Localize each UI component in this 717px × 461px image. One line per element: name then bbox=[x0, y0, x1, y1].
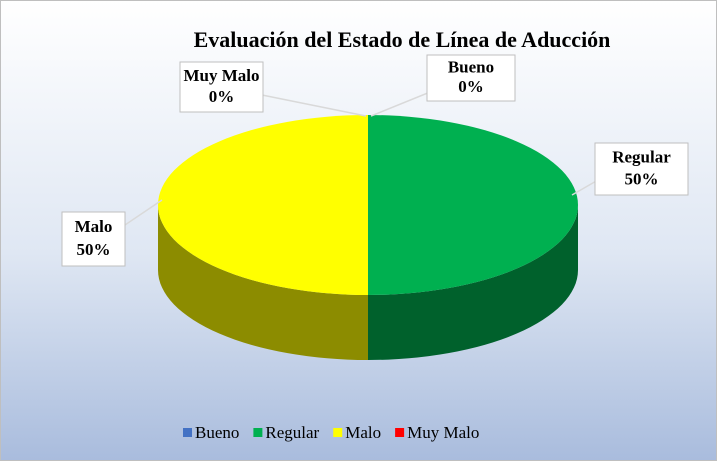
pie-slice-side bbox=[368, 205, 578, 360]
legend-label: Regular bbox=[265, 423, 319, 442]
pie-slice bbox=[368, 115, 578, 295]
data-label-value: 0% bbox=[458, 77, 484, 96]
leader-line bbox=[261, 94, 367, 117]
data-label-category: Bueno bbox=[448, 58, 494, 77]
legend-label: Malo bbox=[345, 423, 381, 442]
data-label-category: Regular bbox=[612, 148, 671, 167]
data-label-category: Malo bbox=[75, 217, 113, 236]
legend-label: Muy Malo bbox=[407, 423, 479, 442]
leader-line bbox=[124, 199, 163, 226]
legend-swatch bbox=[253, 428, 263, 437]
data-label-value: 50% bbox=[77, 240, 111, 259]
data-label-category: Muy Malo bbox=[183, 66, 259, 85]
chart-title: Evaluación del Estado de Línea de Aducci… bbox=[194, 27, 611, 52]
pie bbox=[158, 115, 578, 360]
legend: Bueno Regular Malo Muy Malo bbox=[183, 423, 479, 442]
data-label-box bbox=[594, 142, 689, 196]
data-label-box bbox=[426, 54, 516, 102]
legend-swatch bbox=[183, 428, 192, 437]
data-label-value: 0% bbox=[209, 87, 235, 106]
leader-line bbox=[571, 179, 599, 196]
data-label-value: 50% bbox=[625, 169, 659, 188]
pie-slice-side bbox=[158, 205, 368, 360]
legend-swatch bbox=[395, 428, 405, 437]
legend-swatch bbox=[333, 428, 343, 437]
data-label-box bbox=[61, 211, 126, 267]
data-label-box bbox=[179, 61, 264, 113]
legend-label: Bueno bbox=[195, 423, 239, 442]
pie-slice bbox=[158, 115, 368, 295]
